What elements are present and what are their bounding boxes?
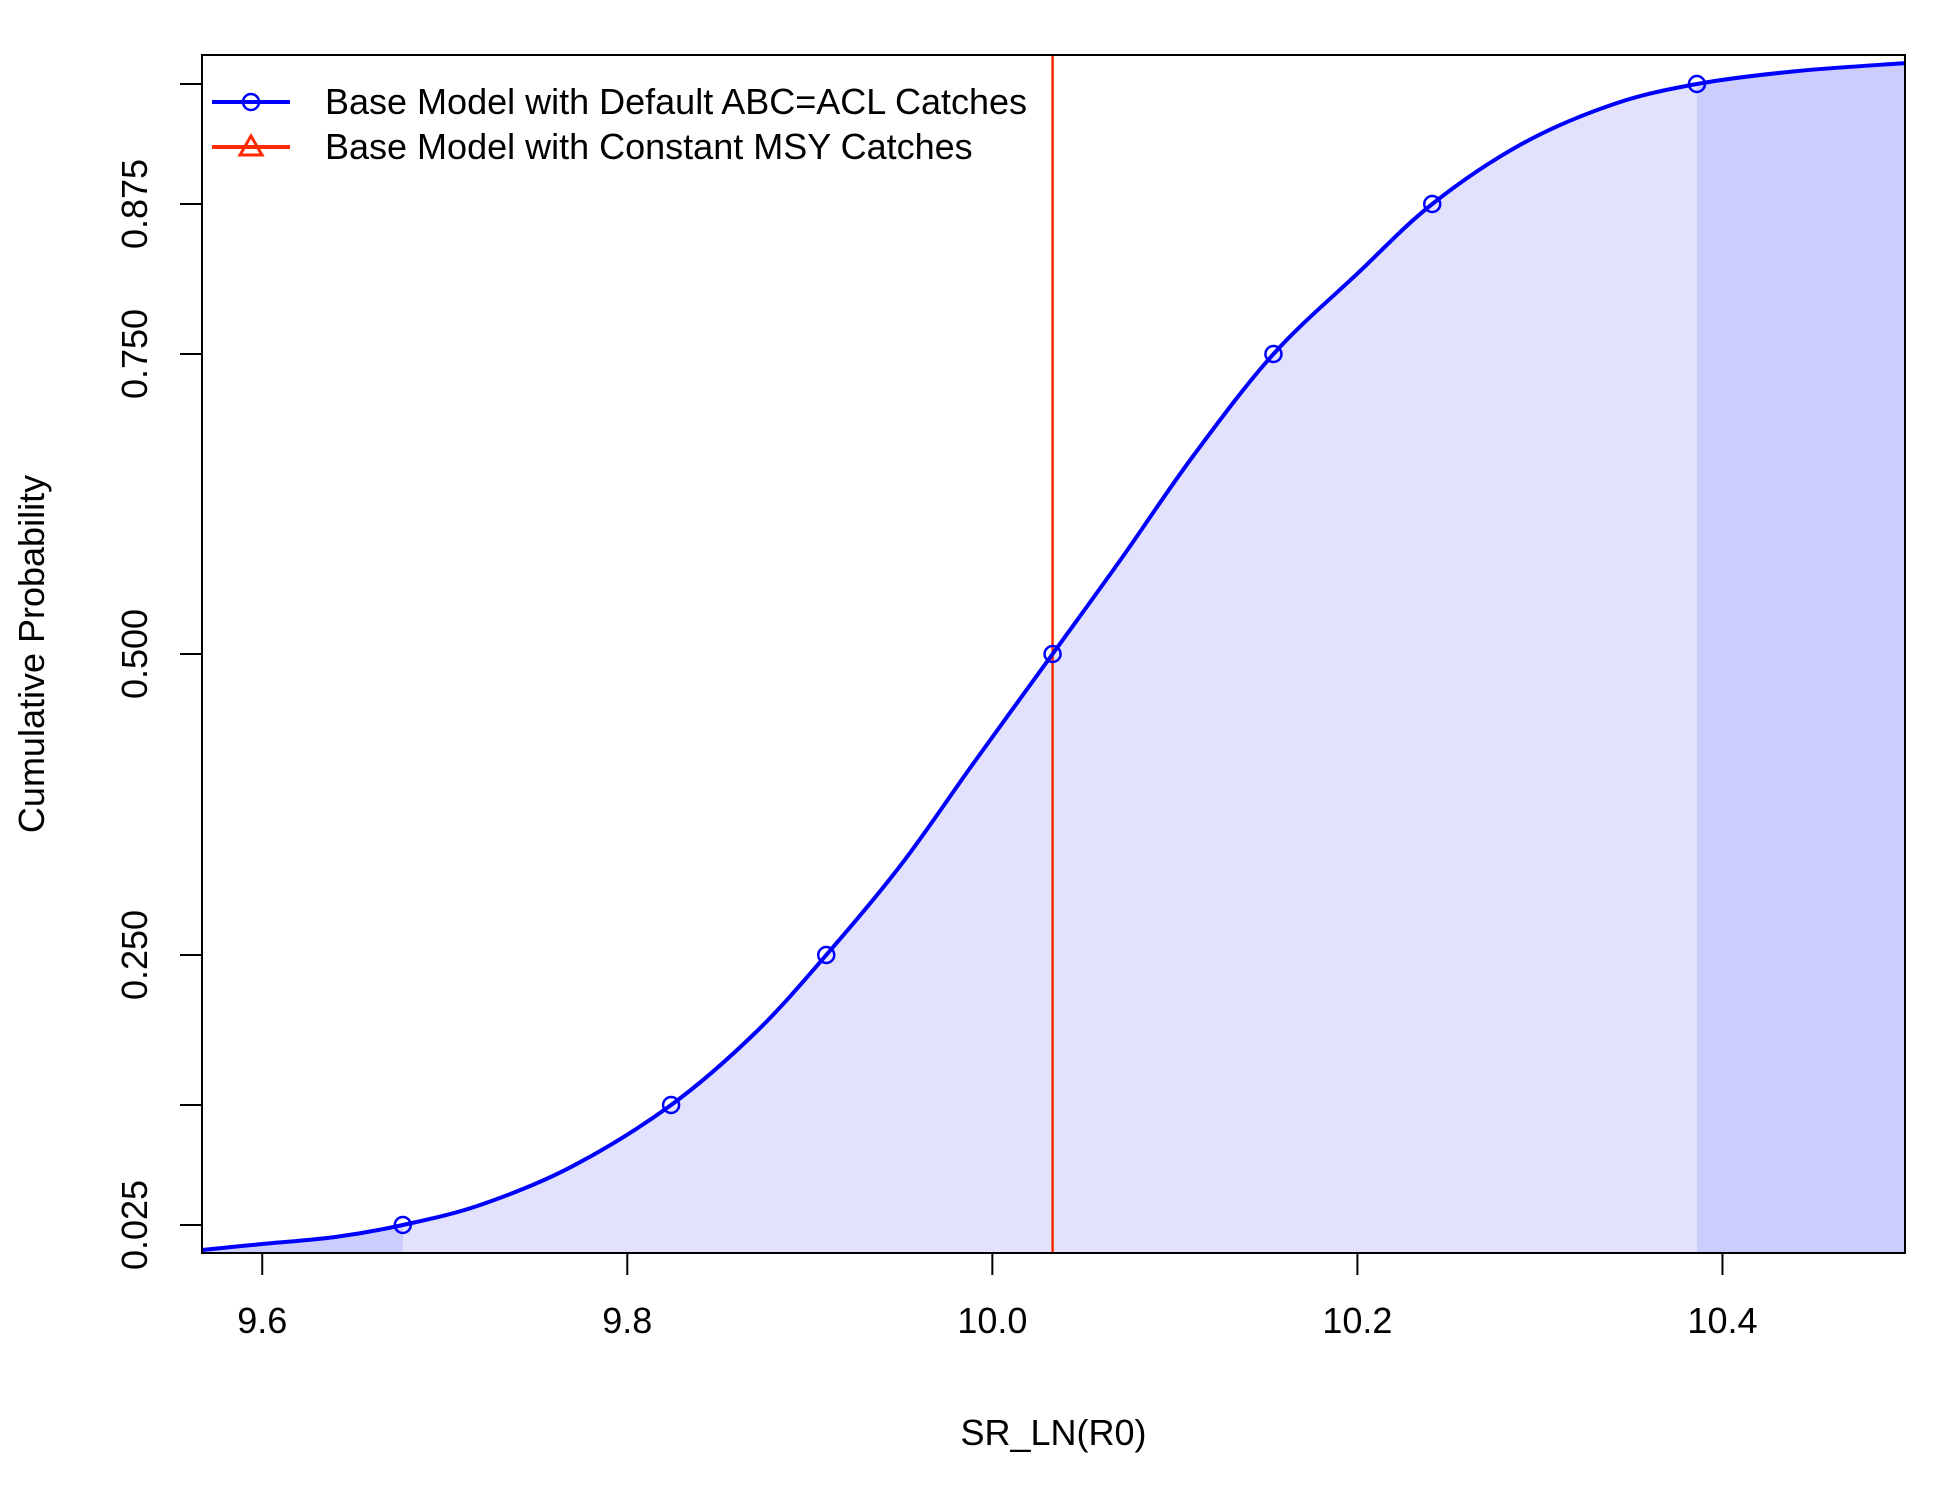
cdf-curve <box>201 61 1906 1252</box>
y-tick-label: 0.025 <box>114 1180 155 1270</box>
cdf-marker-layer <box>393 74 1707 1235</box>
cdf-marker-point <box>1422 194 1442 214</box>
x-tick-label: 10.0 <box>957 1300 1027 1341</box>
shading-right-tail <box>1696 63 1905 1254</box>
x-tick-label: 9.6 <box>237 1300 287 1341</box>
y-tick-label: 0.250 <box>114 910 155 1000</box>
x-tick-label: 10.2 <box>1322 1300 1392 1341</box>
legend-label-2: Base Model with Constant MSY Catches <box>325 126 973 167</box>
cdf-marker-point <box>661 1095 681 1115</box>
cdf-marker-point <box>1687 74 1707 94</box>
y-tick-label: 0.500 <box>114 609 155 699</box>
cdf-curve-layer <box>201 61 1906 1252</box>
y-tick-label: 0.750 <box>114 309 155 399</box>
x-tick-label: 9.8 <box>602 1300 652 1341</box>
cdf-marker-point <box>1264 344 1283 364</box>
y-axis: 0.025 0.250 0.500 0.750 0.875 <box>114 83 203 1270</box>
legend-label-1: Base Model with Default ABC=ACL Catches <box>325 81 1027 122</box>
legend-circle-marker <box>241 92 261 112</box>
cdf-marker-point <box>1043 644 1062 664</box>
x-axis-label: SR_LN(R0) <box>960 1412 1146 1453</box>
cdf-marker-point <box>817 945 836 965</box>
x-tick-label: 10.4 <box>1687 1300 1757 1341</box>
y-tick-label: 0.875 <box>114 159 155 249</box>
legend: Base Model with Default ABC=ACL CatchesB… <box>212 81 1027 167</box>
x-axis: 9.6 9.8 10.0 10.2 10.4 <box>237 1252 1758 1341</box>
legend-triangle-marker <box>237 133 265 157</box>
y-axis-label: Cumulative Probability <box>11 475 52 833</box>
cdf-marker-point <box>393 1215 413 1235</box>
